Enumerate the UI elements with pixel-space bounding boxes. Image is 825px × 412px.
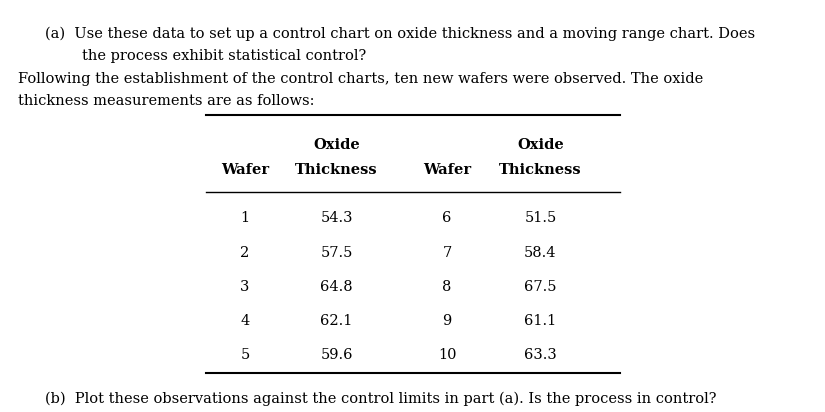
Text: the process exhibit statistical control?: the process exhibit statistical control? [45, 49, 366, 63]
Text: 1: 1 [240, 211, 250, 225]
Text: Oxide: Oxide [314, 138, 360, 152]
Text: Thickness: Thickness [295, 163, 378, 177]
Text: thickness measurements are as follows:: thickness measurements are as follows: [18, 94, 314, 108]
Text: 8: 8 [442, 280, 452, 294]
Text: 58.4: 58.4 [524, 246, 557, 260]
Text: 5: 5 [240, 348, 250, 362]
Text: 62.1: 62.1 [320, 314, 353, 328]
Text: 61.1: 61.1 [524, 314, 557, 328]
Text: 59.6: 59.6 [320, 348, 353, 362]
Text: 9: 9 [442, 314, 452, 328]
Text: 2: 2 [240, 246, 250, 260]
Text: 4: 4 [240, 314, 250, 328]
Text: 3: 3 [240, 280, 250, 294]
Text: 51.5: 51.5 [524, 211, 557, 225]
Text: 67.5: 67.5 [524, 280, 557, 294]
Text: 10: 10 [438, 348, 456, 362]
Text: 54.3: 54.3 [320, 211, 353, 225]
Text: (b)  Plot these observations against the control limits in part (a). Is the proc: (b) Plot these observations against the … [45, 391, 717, 406]
Text: 64.8: 64.8 [320, 280, 353, 294]
Text: 7: 7 [442, 246, 452, 260]
Text: (a)  Use these data to set up a control chart on oxide thickness and a moving ra: (a) Use these data to set up a control c… [45, 27, 756, 41]
Text: 6: 6 [442, 211, 452, 225]
Text: 57.5: 57.5 [320, 246, 353, 260]
Text: Wafer: Wafer [221, 163, 269, 177]
Text: Oxide: Oxide [517, 138, 563, 152]
Text: Wafer: Wafer [423, 163, 471, 177]
Text: Following the establishment of the control charts, ten new wafers were observed.: Following the establishment of the contr… [18, 72, 704, 86]
Text: 63.3: 63.3 [524, 348, 557, 362]
Text: Thickness: Thickness [499, 163, 582, 177]
